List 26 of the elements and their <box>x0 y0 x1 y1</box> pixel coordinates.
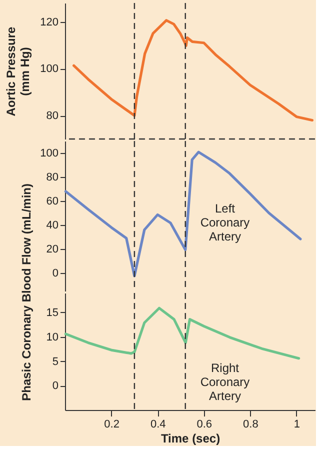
x-tick-label: 0.8 <box>243 418 258 430</box>
y-tick-label: 100 <box>40 63 58 76</box>
y-axis-title: Aortic Pressure (mm Hg) <box>4 26 32 116</box>
y-tick-label: 5 <box>52 356 58 368</box>
y-tick-label: 0 <box>52 268 58 280</box>
y-tick-label: 120 <box>40 16 58 28</box>
x-axis-title: Time (sec) <box>160 432 220 446</box>
line-series <box>64 150 302 278</box>
y-tick-label: 100 <box>40 148 58 160</box>
series-label: Right Coronary Artery <box>200 360 250 403</box>
x-tick-label: 0.4 <box>150 418 166 430</box>
y-tick-label: 15 <box>46 307 58 319</box>
x-tick-label: 0.2 <box>104 418 120 430</box>
y-tick-label: 80 <box>46 172 58 184</box>
x-tick-label: 1 <box>294 418 300 430</box>
y-tick-label: 10 <box>46 331 58 344</box>
series-label: Left Coronary Artery <box>200 202 250 244</box>
y-tick-label: 80 <box>46 110 58 122</box>
line-series <box>72 19 314 122</box>
x-tick-label: 0.6 <box>196 418 212 430</box>
y-tick-label: 0 <box>52 380 58 392</box>
line-series <box>64 306 300 360</box>
y-tick-label: 20 <box>46 244 58 256</box>
y-tick-label: 40 <box>46 220 58 232</box>
y-axis-title: Phasic Coronary Blood Flow (mL/min) <box>20 184 34 401</box>
y-tick-label: 60 <box>46 196 58 208</box>
